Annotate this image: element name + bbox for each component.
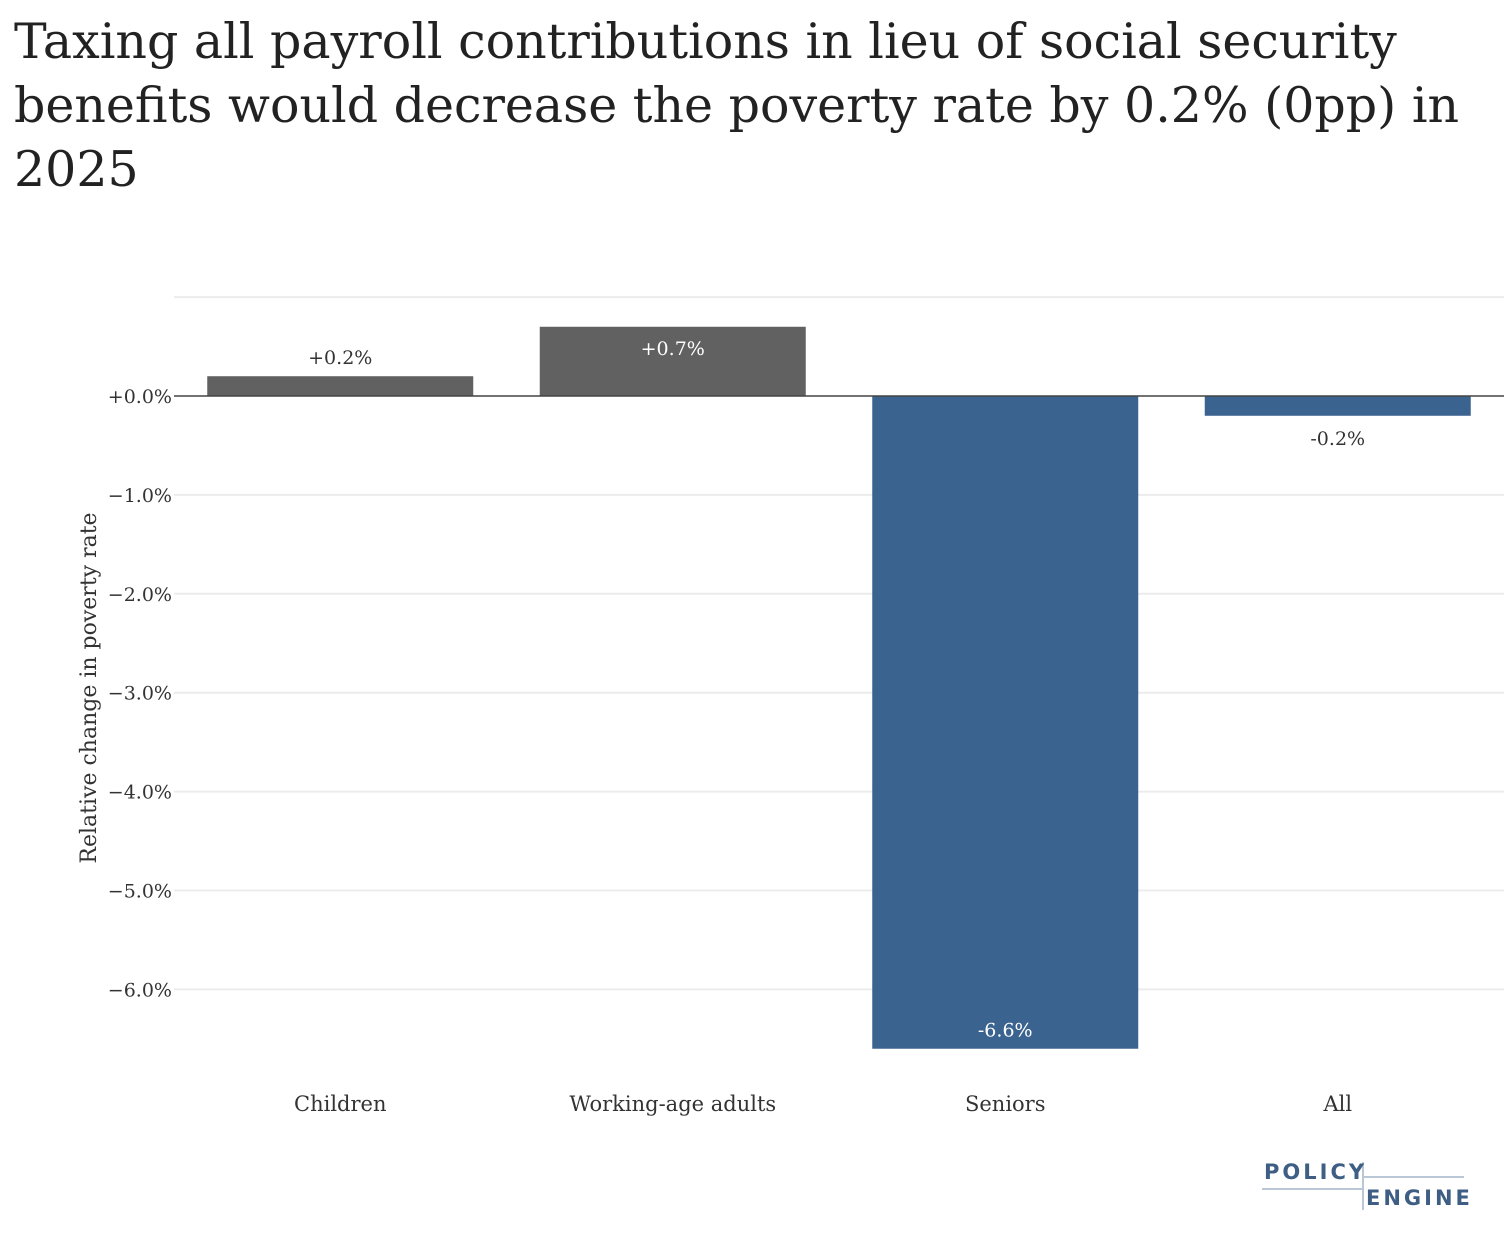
- bar: [1204, 396, 1471, 416]
- gridlines: [174, 296, 1504, 991]
- y-tick-label: −6.0%: [108, 979, 172, 1001]
- logo-rule: [1262, 1188, 1362, 1190]
- x-category-label: Children: [294, 1092, 386, 1116]
- value-labels: +0.2% +0.7% -6.6% -0.2%: [308, 338, 1365, 1042]
- y-tick-label: −3.0%: [108, 683, 172, 705]
- bar-value-label: -6.6%: [978, 1020, 1033, 1042]
- y-tick-label: −1.0%: [108, 485, 172, 507]
- bar: [207, 376, 474, 396]
- y-tick-label: −4.0%: [108, 782, 172, 804]
- y-tick-label: −2.0%: [108, 584, 172, 606]
- x-category-label: All: [1322, 1092, 1352, 1116]
- bar: [872, 396, 1139, 1049]
- bar-value-label: -0.2%: [1310, 428, 1365, 450]
- logo-text-policy: POLICY: [1264, 1160, 1368, 1184]
- logo-rule: [1362, 1162, 1364, 1210]
- x-axis-categories: Children Working-age adults Seniors All: [294, 1092, 1352, 1116]
- policyengine-logo: POLICY ENGINE: [1262, 1158, 1472, 1218]
- y-tick-label: −5.0%: [108, 881, 172, 903]
- chart-title: Taxing all payroll contributions in lieu…: [14, 13, 1460, 198]
- x-category-label: Seniors: [965, 1092, 1046, 1116]
- logo-rule: [1364, 1176, 1464, 1178]
- bar-value-label: +0.2%: [308, 347, 372, 369]
- logo-text-engine: ENGINE: [1366, 1186, 1473, 1210]
- y-axis-label: Relative change in poverty rate: [77, 512, 102, 863]
- bar-value-label: +0.7%: [641, 338, 705, 360]
- bars: [207, 326, 1471, 1049]
- y-tick-label: +0.0%: [108, 386, 172, 408]
- y-axis-ticks: +0.0% −1.0% −2.0% −3.0% −4.0% −5.0% −6.0%: [108, 386, 172, 1001]
- bar: [539, 326, 806, 396]
- x-category-label: Working-age adults: [569, 1092, 776, 1116]
